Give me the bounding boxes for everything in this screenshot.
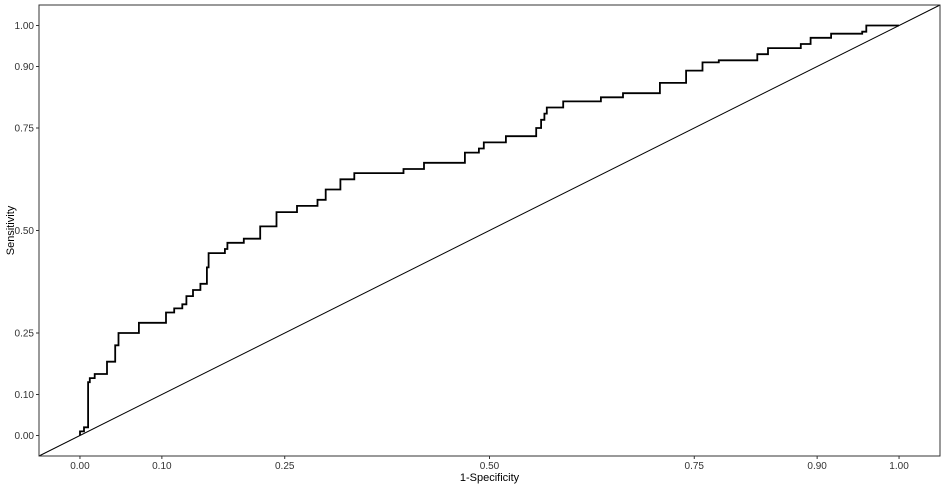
x-tick-label: 0.10 xyxy=(152,461,172,472)
reference-diagonal-line xyxy=(38,4,941,457)
x-tick-label: 0.90 xyxy=(807,461,827,472)
x-tick-label: 0.00 xyxy=(70,461,90,472)
y-tick-label: 0.75 xyxy=(15,124,35,135)
y-tick-label: 1.00 xyxy=(15,21,35,32)
x-tick-label: 0.50 xyxy=(480,461,500,472)
y-axis-title: Sensitivity xyxy=(5,205,17,255)
x-tick-label: 0.25 xyxy=(275,461,295,472)
y-tick-label: 0.50 xyxy=(15,226,35,237)
y-tick-label: 0.25 xyxy=(15,329,35,340)
x-axis-title: 1-Specificity xyxy=(460,472,520,484)
y-tick-label: 0.90 xyxy=(15,62,35,73)
y-tick-label: 0.00 xyxy=(15,431,35,442)
x-tick-label: 0.75 xyxy=(685,461,705,472)
y-tick-label: 0.10 xyxy=(15,390,35,401)
panel-border xyxy=(38,4,941,457)
roc-curve-line xyxy=(79,24,899,436)
series-layer xyxy=(38,4,941,457)
x-tick-label: 1.00 xyxy=(889,461,909,472)
x-axis: 0.00 0.10 0.25 0.50 0.75 0.90 1.00 xyxy=(70,456,909,472)
y-axis: 0.00 0.10 0.25 0.50 0.75 0.90 1.00 xyxy=(15,21,39,442)
